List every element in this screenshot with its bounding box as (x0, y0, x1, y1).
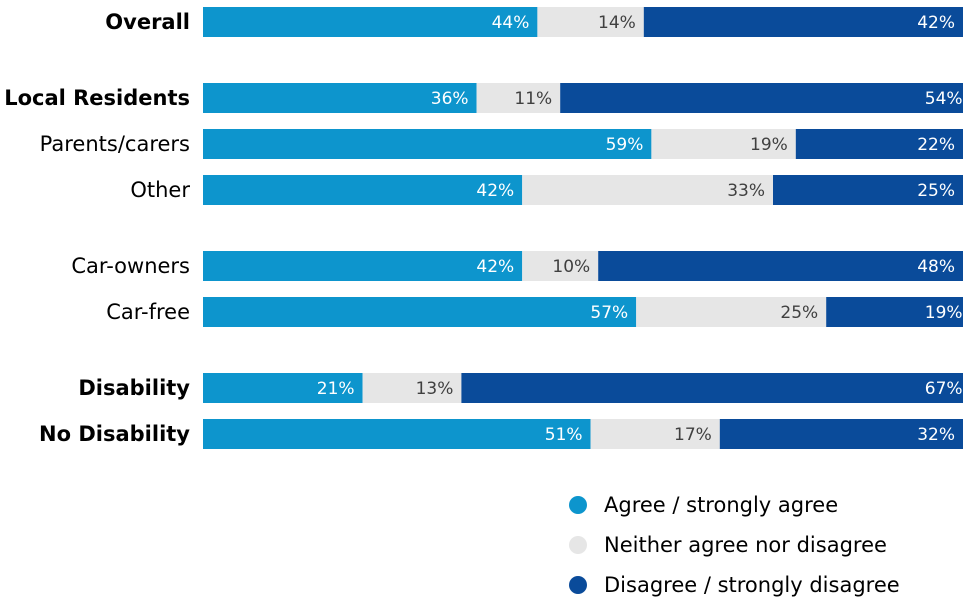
data-label-local-residents-neither-agree-nor-disagree: 11% (514, 89, 552, 109)
bar-segment-disability-agree-strongly-agree (203, 373, 363, 403)
category-label-other: Other (130, 178, 190, 202)
data-label-car-free-neither-agree-nor-disagree: 25% (780, 303, 818, 323)
category-label-car-free: Car-free (106, 300, 190, 324)
bar-segment-no-disability-disagree-strongly-disagree (719, 419, 963, 449)
data-label-local-residents-disagree-strongly-disagree: 54% (925, 89, 963, 109)
bar-segment-local-residents-neither-agree-nor-disagree (476, 83, 561, 113)
legend-marker-neither-agree-nor-disagree (569, 536, 587, 554)
legend-marker-agree-strongly-agree (569, 496, 587, 514)
data-label-car-owners-neither-agree-nor-disagree: 10% (552, 257, 590, 277)
data-label-no-disability-disagree-strongly-disagree: 32% (917, 425, 955, 445)
data-label-other-neither-agree-nor-disagree: 33% (727, 181, 765, 201)
category-label-parents-carers: Parents/carers (40, 132, 190, 156)
data-label-no-disability-agree-strongly-agree: 51% (545, 425, 583, 445)
bar-segment-other-agree-strongly-agree (203, 175, 523, 205)
bar-segment-parents-carers-neither-agree-nor-disagree (651, 129, 796, 159)
data-label-no-disability-neither-agree-nor-disagree: 17% (674, 425, 712, 445)
data-label-other-agree-strongly-agree: 42% (476, 181, 514, 201)
legend-label-agree-strongly-agree: Agree / strongly agree (604, 493, 838, 517)
bar-segment-car-free-neither-agree-nor-disagree (636, 297, 827, 327)
category-label-overall: Overall (105, 10, 190, 34)
bar-segment-local-residents-disagree-strongly-disagree (560, 83, 963, 113)
bar-segment-no-disability-agree-strongly-agree (203, 419, 591, 449)
data-label-overall-agree-strongly-agree: 44% (492, 13, 530, 33)
bar-segment-disability-disagree-strongly-disagree (461, 373, 963, 403)
bar-segment-other-neither-agree-nor-disagree (522, 175, 773, 205)
bar-segment-car-owners-neither-agree-nor-disagree (522, 251, 599, 281)
data-label-local-residents-agree-strongly-agree: 36% (431, 89, 469, 109)
legend-label-disagree-strongly-disagree: Disagree / strongly disagree (604, 573, 900, 597)
data-label-other-disagree-strongly-disagree: 25% (917, 181, 955, 201)
bar-segment-parents-carers-agree-strongly-agree (203, 129, 652, 159)
bar-segment-car-free-agree-strongly-agree (203, 297, 637, 327)
bar-segment-parents-carers-disagree-strongly-disagree (795, 129, 963, 159)
data-label-car-owners-agree-strongly-agree: 42% (476, 257, 514, 277)
category-label-local-residents: Local Residents (4, 86, 190, 110)
bar-segment-local-residents-agree-strongly-agree (203, 83, 477, 113)
data-label-parents-carers-disagree-strongly-disagree: 22% (917, 135, 955, 155)
category-label-car-owners: Car-owners (71, 254, 190, 278)
category-label-disability: Disability (78, 376, 190, 400)
bar-segment-overall-neither-agree-nor-disagree (537, 7, 644, 37)
bar-segment-other-disagree-strongly-disagree (773, 175, 963, 205)
category-label-no-disability: No Disability (39, 422, 190, 446)
bar-segment-car-free-disagree-strongly-disagree (826, 297, 963, 327)
data-label-overall-neither-agree-nor-disagree: 14% (598, 13, 636, 33)
bar-segment-no-disability-neither-agree-nor-disagree (590, 419, 720, 449)
data-label-overall-disagree-strongly-disagree: 42% (917, 13, 955, 33)
data-label-disability-disagree-strongly-disagree: 67% (925, 379, 963, 399)
data-label-parents-carers-agree-strongly-agree: 59% (606, 135, 644, 155)
bar-segment-car-owners-agree-strongly-agree (203, 251, 523, 281)
data-label-car-owners-disagree-strongly-disagree: 48% (917, 257, 955, 277)
bar-segment-overall-agree-strongly-agree (203, 7, 538, 37)
bar-segment-disability-neither-agree-nor-disagree (362, 373, 462, 403)
data-label-disability-agree-strongly-agree: 21% (317, 379, 355, 399)
legend-marker-disagree-strongly-disagree (569, 576, 587, 594)
bar-segment-car-owners-disagree-strongly-disagree (598, 251, 963, 281)
legend-label-neither-agree-nor-disagree: Neither agree nor disagree (604, 533, 887, 557)
data-label-car-free-disagree-strongly-disagree: 19% (925, 303, 963, 323)
data-label-car-free-agree-strongly-agree: 57% (590, 303, 628, 323)
bar-segment-overall-disagree-strongly-disagree (643, 7, 963, 37)
data-label-disability-neither-agree-nor-disagree: 13% (416, 379, 454, 399)
data-label-parents-carers-neither-agree-nor-disagree: 19% (750, 135, 788, 155)
